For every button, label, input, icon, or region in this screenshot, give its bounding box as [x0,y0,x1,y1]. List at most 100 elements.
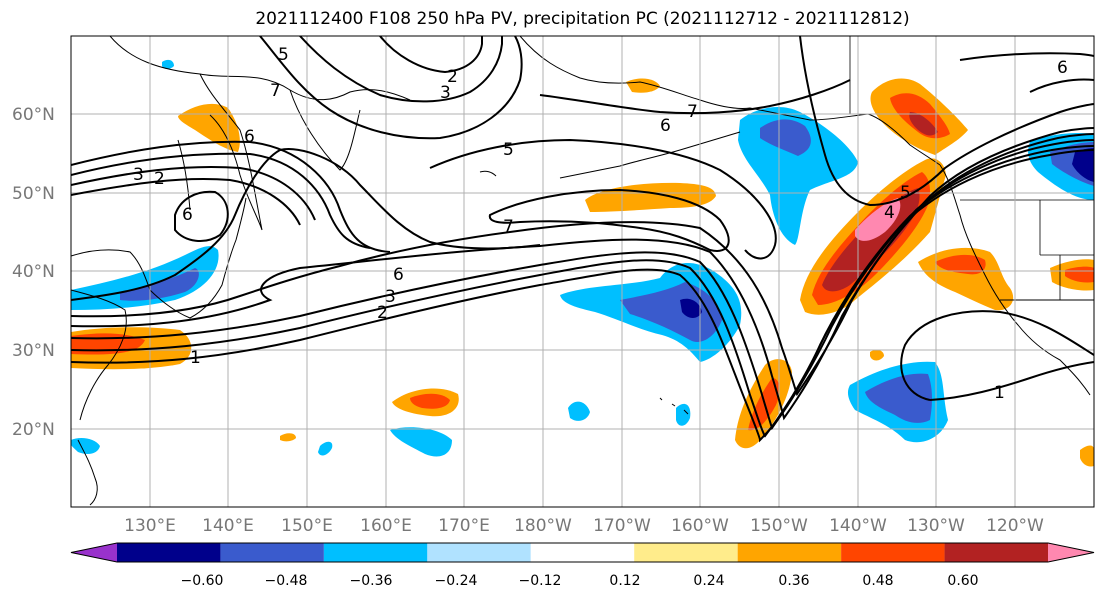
pv-contour-arctic-3 [379,36,483,74]
colorbar-cell [1048,543,1094,562]
colorbar-cell [71,543,117,562]
precip-shade-west-pacific-neg [71,438,100,454]
pv-contour-north-1 [71,140,391,253]
pv-label-14: 2 [154,169,165,189]
colorbar-outline [70,542,1095,563]
colorbar-tick-9: 0.48 [862,573,893,589]
coastline-aleutians [559,131,741,179]
pv-contour-okhotsk-loop [174,190,229,242]
lon-label-160w: 160°W [671,516,729,536]
colorbar-tick-2: −0.48 [265,573,308,589]
precip-shade-small-3 [1080,445,1094,467]
map-panel: 5 7 2 3 6 6 7 5 7 6 3 2 6 2 3 1 5 4 1 6 [71,36,1094,507]
colorbar-cells [70,542,1095,563]
pv-label-19: 1 [994,383,1005,403]
pv-contour-bering-loop [488,188,730,252]
lon-label-130e: 130°E [124,516,176,536]
lat-label-30n: 30°N [12,341,55,361]
lon-label-120w: 120°W [986,516,1044,536]
lat-label-60n: 60°N [12,105,55,125]
pv-label-2: 7 [270,81,281,101]
precip-shade-subtropics-pos-1-inner [410,393,450,409]
precip-shade-tail-inner [748,378,780,431]
map-frame [70,35,1095,508]
pv-contour-alaska-ridge [799,36,1094,207]
pv-contour-jet-2 [71,145,1094,438]
state-boundaries [849,36,1094,300]
colorbar-tick-3: −0.36 [350,573,393,589]
lon-label-140w: 140°W [829,516,887,536]
gridlines [71,36,1094,507]
lon-label-170w: 170°W [593,516,651,536]
lon-label-150w: 150°W [750,516,808,536]
lon-label-180w: 180°W [514,516,572,536]
colorbar-cell [323,543,428,562]
colorbar-cell [841,543,945,562]
precip-shade-hawaii-neg-inner [865,373,932,423]
pv-contour-north-2 [71,152,371,249]
colorbar-tick-8: 0.36 [778,573,809,589]
pv-contour-bering-low [429,138,777,260]
pv-label-18: 4 [884,203,895,223]
precip-shade-west-coast-peak [855,198,901,241]
coastline-taiwan-philippines [77,439,98,506]
colorbar-tick-10: 0.60 [947,573,978,589]
latitude-labels: 60°N 50°N 40°N 30°N 20°N [12,105,55,440]
coastline-siberia [109,36,411,101]
pv-contour-north-canada [959,52,1094,61]
colorbar-tick-7: 0.24 [693,573,724,589]
pv-label-4: 3 [440,83,451,103]
pv-contour-jet-1 [71,149,1094,443]
pv-label-8: 5 [503,140,514,160]
precip-shade-central-pacific-neg-core [680,298,702,318]
pv-label-11: 3 [385,287,396,307]
pv-contour-north-3 [71,166,316,221]
pv-contour-jet-5 [71,127,1094,397]
lat-label-50n: 50°N [12,184,55,204]
boundary-us-states [1039,200,1094,300]
precip-shade-aleutian-neg-inner [760,119,811,156]
coastline-china [71,289,127,421]
lon-label-150e: 150°E [281,516,333,536]
pv-contour-jet-4 [71,133,1094,421]
coastline-korea-japan [71,197,247,319]
pv-contour-arctic-2 [299,36,503,103]
lon-label-140e: 140°E [202,516,254,536]
colorbar-ticks: −0.60 −0.48 −0.36 −0.24 −0.12 0.12 0.24 … [181,573,979,589]
map-title: 2021112400 F108 250 hPa PV, precipitatio… [255,9,910,29]
pv-label-5: 6 [244,127,255,147]
precip-shade-japan-neg-inner [120,268,199,301]
pv-label-17: 5 [900,183,911,203]
coastline-alaska [519,36,941,166]
precip-shade-small-2 [280,433,296,442]
pv-contour-canada-loop [1029,78,1094,93]
precip-shade-west-canada-neg-core [1072,148,1094,182]
colorbar-tick-4: −0.24 [435,573,478,589]
colorbar-tick-6: 0.12 [609,573,640,589]
precip-shade-kamchatka [178,103,240,152]
precip-shade-small-1 [870,349,884,361]
coastline-okhotsk-east [289,89,361,171]
pv-contours [71,36,1094,443]
pv-contour-subtropical-1 [929,361,1094,401]
pv-contour-arctic-1 [259,36,523,140]
pv-label-13: 6 [182,205,193,225]
precip-shade-central-pacific-neg-inner [620,282,722,342]
precip-shade-subtropics-neg-3 [676,403,691,426]
lon-label-160e: 160°E [360,516,412,536]
pv-label-7: 7 [687,102,698,122]
colorbar-cell [634,543,738,562]
colorbar-cell [530,543,635,562]
colorbar-cell [944,543,1048,562]
precip-shade-subtropics-neg-2 [568,401,590,421]
longitude-labels: 130°E 140°E 150°E 160°E 170°E 180°W 170°… [124,516,1044,536]
pv-label-15: 3 [133,165,144,185]
coastline-bering-islands [479,170,497,177]
pv-label-16: 1 [190,348,201,368]
lon-label-170e: 170°E [438,516,490,536]
pv-label-12: 2 [377,303,388,323]
pv-label-20: 6 [1057,58,1068,78]
precip-shade-subtropics-neg-1 [390,427,452,457]
lon-label-130w: 130°W [907,516,965,536]
precip-shade-us-interior-inner [935,254,986,275]
